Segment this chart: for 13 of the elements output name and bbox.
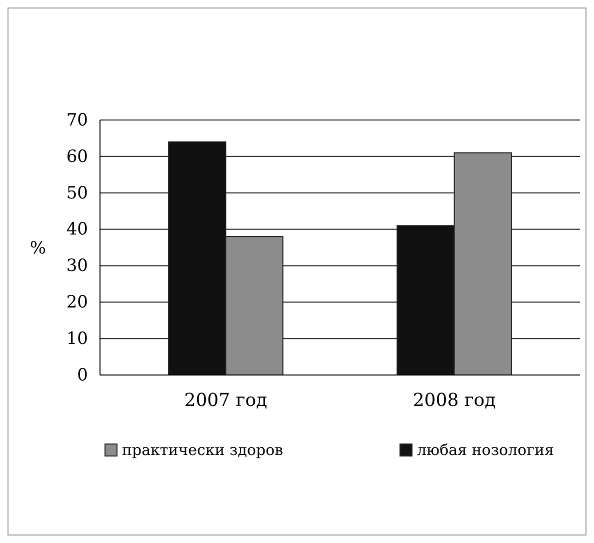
y-tick-label: 30 — [66, 256, 88, 276]
y-tick-label: 40 — [66, 220, 88, 240]
legend-label: любая нозология — [417, 441, 554, 459]
legend-label: практически здоров — [122, 441, 284, 459]
y-tick-label: 50 — [66, 183, 88, 204]
y-tick-label: 20 — [66, 292, 88, 313]
y-tick-label: 10 — [66, 329, 88, 350]
y-tick-label: 0 — [77, 365, 88, 386]
y-tick-label: 70 — [66, 110, 88, 130]
x-tick-label: 2007 год — [184, 390, 268, 411]
y-tick-label: 60 — [66, 146, 88, 167]
y-axis-title: % — [30, 238, 46, 258]
x-tick-label: 2008 год — [412, 390, 496, 411]
